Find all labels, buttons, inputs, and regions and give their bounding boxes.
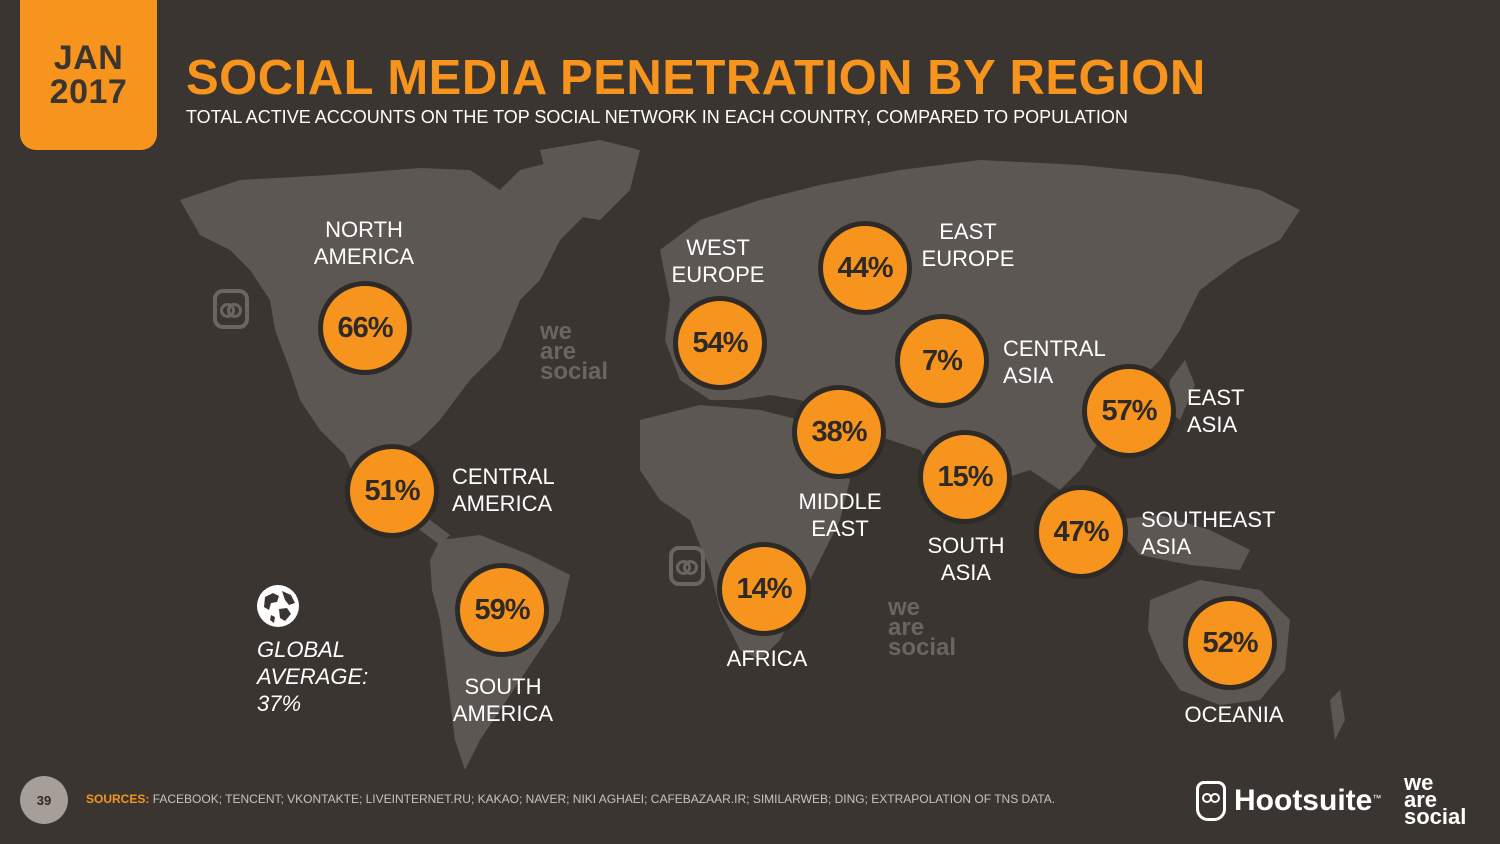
bubble-south-america: 59% xyxy=(455,563,549,657)
owl-watermark-icon xyxy=(213,289,249,329)
page-title: SOCIAL MEDIA PENETRATION BY REGION xyxy=(186,51,1206,105)
label-africa: AFRICA xyxy=(726,646,808,671)
label-central-asia: CENTRAL ASIA xyxy=(1003,336,1106,388)
bubble-middle-east: 38% xyxy=(792,385,886,479)
bubble-east-asia: 57% xyxy=(1082,364,1176,458)
global-average: GLOBAL AVERAGE: 37% xyxy=(257,637,369,716)
owl-watermark-icon xyxy=(669,546,705,586)
watermark-text: we are social xyxy=(540,318,609,385)
bubble-south-asia: 15% xyxy=(918,430,1012,524)
southeast-asia-islands xyxy=(1110,515,1250,570)
sources-label: SOURCES: xyxy=(86,792,150,806)
bubble-east-europe: 44% xyxy=(818,221,912,315)
hootsuite-logo: Hootsuite ™ xyxy=(1196,779,1381,823)
page-number: 39 xyxy=(20,776,68,824)
we-are-social-logo: we are social xyxy=(1404,770,1467,829)
label-west-europe: WEST EUROPE xyxy=(671,235,765,287)
label-southeast-asia: SOUTHEAST ASIA xyxy=(1141,507,1276,559)
greenland-landmass xyxy=(540,140,640,220)
label-south-america: SOUTH AMERICA xyxy=(452,674,554,726)
watermark-text: we are social xyxy=(888,594,957,661)
sources-line: SOURCES: FACEBOOK; TENCENT; VKONTAKTE; L… xyxy=(86,792,1055,806)
label-east-asia: EAST ASIA xyxy=(1187,385,1245,437)
badge-month: JAN xyxy=(53,39,124,77)
page-subtitle: TOTAL ACTIVE ACCOUNTS ON THE TOP SOCIAL … xyxy=(186,107,1128,127)
globe-icon xyxy=(257,585,299,627)
label-middle-east: MIDDLE EAST xyxy=(798,489,882,541)
label-north-america: NORTH AMERICA xyxy=(313,217,415,269)
sources-text: FACEBOOK; TENCENT; VKONTAKTE; LIVEINTERN… xyxy=(152,792,1056,806)
label-south-asia: SOUTH ASIA xyxy=(927,533,1005,585)
bubble-central-america: 51% xyxy=(345,444,439,538)
label-oceania: OCEANIA xyxy=(1184,702,1284,727)
label-east-europe: EAST EUROPE xyxy=(921,219,1015,271)
bubble-central-asia: 7% xyxy=(895,314,989,408)
date-badge: JAN 2017 xyxy=(20,0,157,150)
bubble-africa: 14% xyxy=(717,542,811,636)
bubble-southeast-asia: 47% xyxy=(1034,485,1128,579)
new-zealand-landmass xyxy=(1330,690,1345,740)
trademark-symbol: ™ xyxy=(1372,793,1382,803)
bubble-west-europe: 54% xyxy=(673,296,767,390)
bubble-oceania: 52% xyxy=(1183,596,1277,690)
bubble-north-america: 66% xyxy=(318,281,412,375)
badge-year: 2017 xyxy=(49,73,128,111)
owl-icon xyxy=(1196,781,1226,821)
label-central-america: CENTRAL AMERICA xyxy=(452,464,555,516)
hootsuite-wordmark: Hootsuite xyxy=(1234,784,1373,817)
